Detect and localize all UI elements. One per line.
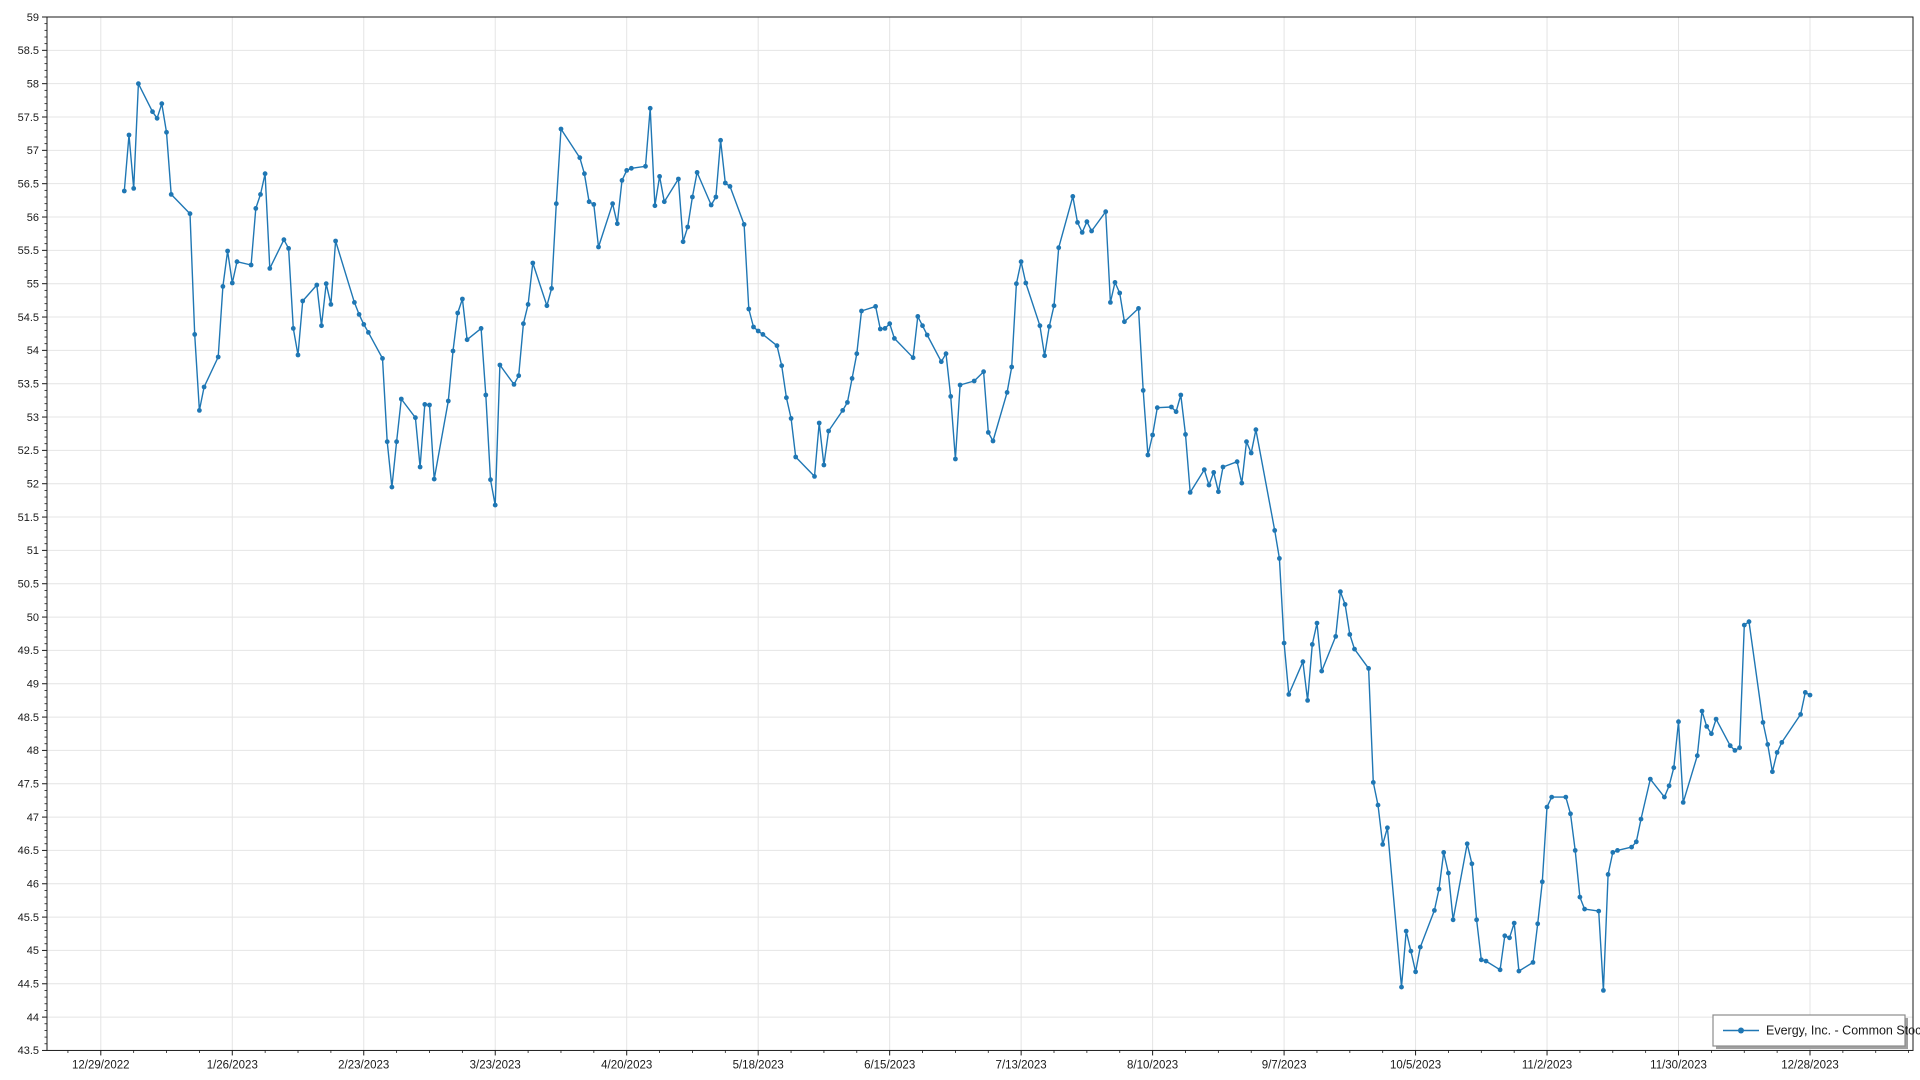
svg-text:47: 47 — [27, 812, 39, 824]
svg-text:56.5: 56.5 — [18, 178, 39, 190]
svg-text:55: 55 — [27, 278, 39, 290]
x-axis-labels: 12/29/2022 1/26/2023 2/23/2023 3/23/2023 4/2… — [72, 1059, 1839, 1071]
svg-text:51: 51 — [27, 545, 39, 557]
svg-text:50.5: 50.5 — [18, 579, 39, 591]
svg-text:6/15/2023: 6/15/2023 — [864, 1059, 915, 1071]
svg-text:58: 58 — [27, 78, 39, 90]
svg-text:56: 56 — [27, 212, 39, 224]
svg-text:48: 48 — [27, 745, 39, 757]
svg-text:2/23/2023: 2/23/2023 — [338, 1059, 389, 1071]
svg-text:49.5: 49.5 — [18, 645, 39, 657]
svg-text:53: 53 — [27, 412, 39, 424]
legend-series-label: Evergy, Inc. - Common Stock — [1766, 1024, 1920, 1038]
svg-text:57.5: 57.5 — [18, 112, 39, 124]
svg-text:46.5: 46.5 — [18, 845, 39, 857]
svg-text:57: 57 — [27, 145, 39, 157]
svg-text:47.5: 47.5 — [18, 779, 39, 791]
svg-text:46: 46 — [27, 879, 39, 891]
chart-gridlines — [47, 17, 1913, 1051]
svg-text:49: 49 — [27, 679, 39, 691]
svg-text:11/30/2023: 11/30/2023 — [1650, 1059, 1707, 1071]
legend-series-marker-icon — [1738, 1027, 1744, 1034]
svg-text:58.5: 58.5 — [18, 45, 39, 57]
svg-text:51.5: 51.5 — [18, 512, 39, 524]
svg-text:12/28/2023: 12/28/2023 — [1781, 1059, 1839, 1071]
svg-text:45.5: 45.5 — [18, 912, 39, 924]
svg-text:10/5/2023: 10/5/2023 — [1390, 1059, 1441, 1071]
svg-text:52.5: 52.5 — [18, 445, 39, 457]
svg-text:44.5: 44.5 — [18, 979, 39, 991]
axis-ticks — [42, 16, 1910, 1056]
svg-text:59: 59 — [27, 12, 39, 24]
svg-text:48.5: 48.5 — [18, 712, 39, 724]
price-series — [121, 81, 1813, 993]
svg-text:45: 45 — [27, 945, 39, 957]
svg-text:8/10/2023: 8/10/2023 — [1127, 1059, 1178, 1071]
svg-text:9/7/2023: 9/7/2023 — [1262, 1059, 1307, 1071]
svg-text:54.5: 54.5 — [18, 312, 39, 324]
svg-text:11/2/2023: 11/2/2023 — [1522, 1059, 1572, 1071]
svg-text:3/23/2023: 3/23/2023 — [470, 1059, 521, 1071]
svg-text:54: 54 — [27, 345, 39, 357]
svg-text:5/18/2023: 5/18/2023 — [733, 1059, 784, 1071]
svg-text:52: 52 — [27, 479, 39, 491]
svg-text:44: 44 — [27, 1012, 39, 1024]
svg-text:50: 50 — [27, 612, 39, 624]
svg-text:7/13/2023: 7/13/2023 — [996, 1059, 1047, 1071]
svg-text:53.5: 53.5 — [18, 379, 39, 391]
legend-box[interactable]: Evergy, Inc. - Common Stock — [1712, 1014, 1920, 1049]
svg-text:1/26/2023: 1/26/2023 — [207, 1059, 258, 1071]
y-axis-labels: 43.5 44 44.5 45 45.5 46 46.5 47 47.5 48 48.5 49 49.5… — [18, 12, 39, 1057]
svg-text:12/29/2022: 12/29/2022 — [72, 1059, 130, 1071]
svg-text:55.5: 55.5 — [18, 245, 39, 257]
plot-frame — [46, 16, 1914, 1051]
svg-text:4/20/2023: 4/20/2023 — [601, 1059, 652, 1071]
svg-text:43.5: 43.5 — [18, 1045, 39, 1057]
